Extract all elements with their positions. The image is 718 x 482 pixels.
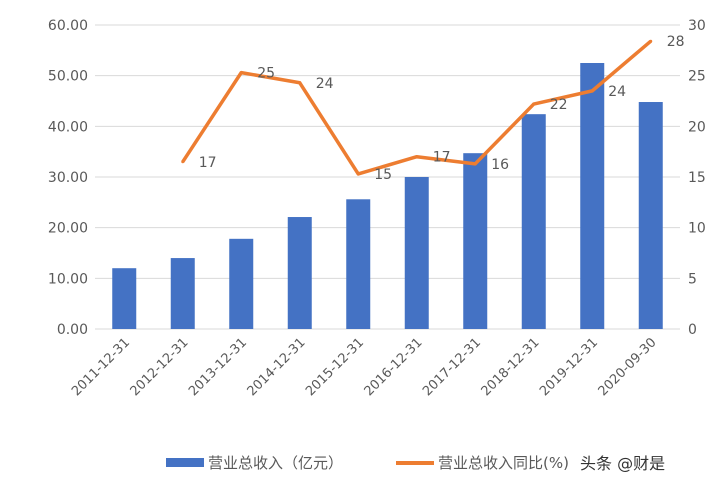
legend-label-revenue: 营业总收入（亿元） (208, 454, 344, 472)
legend: 营业总收入（亿元） 营业总收入同比(%) (0, 452, 718, 472)
x-tick-label: 2012-12-31 (128, 335, 192, 399)
line-data-label: 25 (257, 66, 275, 82)
line-point (532, 102, 536, 106)
legend-swatch-line (396, 460, 434, 465)
line-data-label: 15 (374, 167, 392, 183)
line-point (649, 39, 653, 43)
y-left-tick-label: 50.00 (48, 69, 88, 85)
x-tick-label: 2016-12-31 (362, 335, 426, 399)
combo-chart: 0.00 10.00 20.00 30.00 40.00 50.00 60.00 0 5 10 15… (48, 18, 706, 399)
bar (404, 177, 429, 329)
x-tick-label: 2015-12-31 (303, 335, 367, 399)
bar (112, 268, 137, 329)
line-point (473, 162, 477, 166)
line-point (356, 172, 360, 176)
line-data-label: 24 (316, 76, 334, 92)
y-right-tick-label: 0 (688, 322, 697, 338)
line-data-label: 16 (491, 157, 509, 173)
legend-item-growth: 营业总收入同比(%) (396, 452, 569, 473)
line-data-label: 28 (667, 34, 685, 50)
x-tick-label: 2019-12-31 (537, 335, 601, 399)
x-tick-label: 2018-12-31 (479, 335, 543, 399)
bar (580, 63, 605, 329)
y-left-tick-label: 10.00 (48, 271, 88, 287)
y-left-tick-label: 30.00 (48, 170, 88, 186)
bar (521, 114, 546, 329)
line-point (590, 89, 594, 93)
line-point (298, 81, 302, 85)
legend-swatch-bar (166, 458, 204, 467)
y-right-tick-label: 15 (688, 170, 706, 186)
line-data-label: 17 (199, 155, 217, 171)
y-right-tick-label: 5 (688, 271, 697, 287)
line-data-label: 22 (550, 97, 568, 113)
x-tick-label: 2011-12-31 (69, 335, 133, 399)
y-left-tick-label: 60.00 (48, 18, 88, 34)
y-left-tick-label: 0.00 (57, 322, 88, 338)
x-tick-label: 2013-12-31 (186, 335, 250, 399)
bar (463, 153, 488, 329)
line-point (239, 71, 243, 75)
y-right-tick-label: 30 (688, 18, 706, 34)
line-data-label: 17 (433, 150, 451, 166)
bar (229, 238, 254, 329)
x-tick-label: 2020-09-30 (596, 335, 660, 399)
bar (287, 217, 312, 329)
legend-item-revenue: 营业总收入（亿元） (166, 452, 343, 473)
bar (638, 102, 663, 329)
bar (346, 199, 371, 329)
x-tick-label: 2014-12-31 (245, 335, 309, 399)
x-tick-label: 2017-12-31 (420, 335, 484, 399)
y-right-tick-label: 10 (688, 221, 706, 237)
y-left-tick-label: 40.00 (48, 119, 88, 135)
bar (170, 258, 195, 329)
legend-label-growth: 营业总收入同比(%) (438, 454, 569, 472)
watermark: 头条 @财是 (580, 454, 666, 473)
line-point (181, 160, 185, 164)
line-point (415, 155, 419, 159)
y-left-tick-label: 20.00 (48, 221, 88, 237)
line-data-label: 24 (608, 84, 626, 100)
y-right-tick-label: 20 (688, 119, 706, 135)
y-right-tick-label: 25 (688, 69, 706, 85)
